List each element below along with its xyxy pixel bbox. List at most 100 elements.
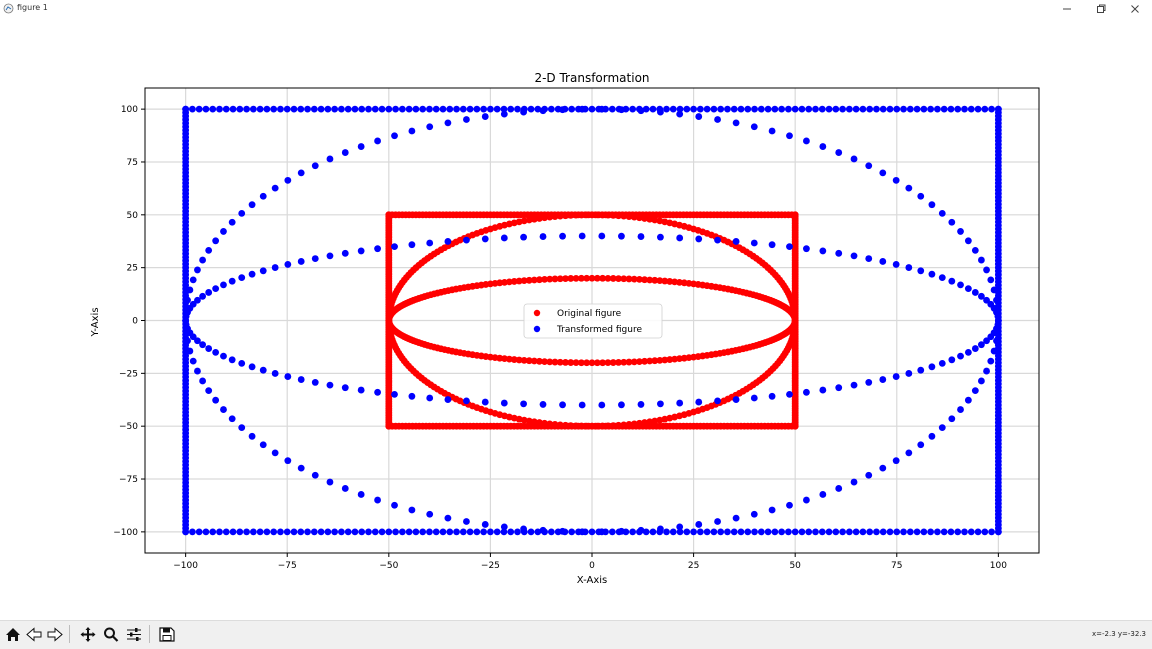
point-transformed-ellipse <box>578 528 586 536</box>
point-transformed-rect <box>988 528 995 536</box>
point-transformed-rect <box>473 528 481 536</box>
point-transformed-rect <box>906 105 914 113</box>
point-transformed-rect <box>277 105 284 113</box>
point-transformed-ellipse <box>598 232 606 240</box>
point-original-ellipse <box>630 420 638 428</box>
point-transformed-ellipse <box>559 527 566 535</box>
point-transformed-ellipse <box>928 201 936 209</box>
point-original-ellipse <box>593 359 601 367</box>
zoom-icon <box>104 627 119 642</box>
point-transformed-ellipse <box>391 243 398 251</box>
point-transformed-rect <box>994 105 1002 113</box>
point-transformed-rect <box>588 105 596 113</box>
point-transformed-rect <box>236 105 244 113</box>
point-transformed-ellipse <box>186 347 194 355</box>
point-transformed-ellipse <box>938 274 946 282</box>
point-transformed-ellipse <box>714 397 721 405</box>
point-transformed-rect <box>419 528 427 536</box>
point-transformed-ellipse <box>695 235 703 243</box>
point-transformed-ellipse <box>732 514 740 522</box>
point-transformed-rect <box>249 105 257 113</box>
point-transformed-ellipse <box>637 401 645 408</box>
point-transformed-rect <box>696 105 704 113</box>
point-transformed-ellipse <box>426 239 434 247</box>
point-transformed-rect <box>764 105 772 113</box>
pan-button[interactable] <box>78 623 98 645</box>
point-transformed-ellipse <box>618 527 625 535</box>
point-original-ellipse <box>530 215 538 223</box>
point-transformed-ellipse <box>194 337 201 345</box>
point-transformed-rect <box>371 105 379 113</box>
point-transformed-rect <box>344 528 352 536</box>
zoom-button[interactable] <box>101 623 121 645</box>
save-button[interactable] <box>157 623 177 645</box>
legend-marker-original <box>533 309 541 317</box>
point-transformed-ellipse <box>892 176 900 184</box>
point-transformed-ellipse <box>987 276 995 284</box>
point-transformed-ellipse <box>957 228 964 235</box>
point-transformed-rect <box>317 528 325 536</box>
point-transformed-ellipse <box>500 399 508 407</box>
point-transformed-rect <box>317 105 325 113</box>
point-original-ellipse <box>562 421 569 429</box>
point-transformed-rect <box>669 105 677 113</box>
point-transformed-rect <box>405 105 413 113</box>
point-transformed-rect <box>608 528 616 536</box>
point-transformed-rect <box>778 528 786 536</box>
point-transformed-ellipse <box>259 366 267 374</box>
point-transformed-ellipse <box>598 528 606 536</box>
point-transformed-ellipse <box>559 401 566 409</box>
point-transformed-ellipse <box>695 113 703 120</box>
point-original-ellipse <box>546 420 554 428</box>
point-transformed-rect <box>527 105 535 113</box>
point-transformed-ellipse <box>426 394 434 402</box>
point-original-ellipse <box>641 357 648 365</box>
back-button[interactable] <box>24 623 44 645</box>
point-original-ellipse <box>661 277 669 285</box>
point-original-ellipse <box>515 277 523 285</box>
point-original-ellipse <box>520 277 528 285</box>
point-transformed-ellipse <box>205 387 213 395</box>
figure-canvas[interactable]: −100 −75 −50 −25 0 25 50 75 100 −100 −75 −50 −25 0 25 5… <box>0 18 1152 620</box>
point-transformed-ellipse <box>444 119 452 127</box>
point-transformed-ellipse <box>987 357 995 365</box>
point-transformed-ellipse <box>539 526 547 534</box>
point-transformed-ellipse <box>971 345 979 352</box>
forward-button[interactable] <box>45 623 65 645</box>
point-transformed-rect <box>324 528 332 536</box>
point-transformed-rect <box>703 105 711 113</box>
point-transformed-rect <box>290 105 298 113</box>
point-transformed-rect <box>277 528 284 536</box>
point-transformed-rect <box>757 528 765 536</box>
point-transformed-rect <box>331 105 339 113</box>
y-tick-label: −75 <box>119 475 138 485</box>
point-transformed-rect <box>514 528 521 536</box>
point-original-ellipse <box>562 212 569 220</box>
point-transformed-ellipse <box>676 399 684 407</box>
point-original-ellipse <box>599 211 607 219</box>
point-original-ellipse <box>546 213 554 221</box>
configure-subplots-button[interactable] <box>124 623 144 645</box>
maximize-button[interactable] <box>1084 0 1118 18</box>
app-icon <box>3 3 14 14</box>
point-transformed-rect <box>879 528 887 536</box>
point-transformed-ellipse <box>205 246 213 254</box>
point-transformed-ellipse <box>238 424 246 432</box>
point-transformed-rect <box>724 105 731 113</box>
home-button[interactable] <box>3 623 23 645</box>
close-button[interactable] <box>1118 0 1152 18</box>
point-transformed-ellipse <box>892 457 900 465</box>
point-transformed-ellipse <box>657 108 664 116</box>
point-transformed-rect <box>764 528 772 536</box>
point-transformed-rect <box>534 528 542 536</box>
point-transformed-rect <box>839 105 846 113</box>
point-original-ellipse <box>536 357 543 365</box>
point-transformed-rect <box>331 528 339 536</box>
point-transformed-rect <box>690 105 697 113</box>
point-transformed-rect <box>859 105 867 113</box>
point-transformed-ellipse <box>948 415 956 423</box>
point-transformed-rect <box>209 528 217 536</box>
point-transformed-ellipse <box>520 525 527 533</box>
minimize-button[interactable] <box>1050 0 1084 18</box>
point-original-ellipse <box>646 276 654 284</box>
